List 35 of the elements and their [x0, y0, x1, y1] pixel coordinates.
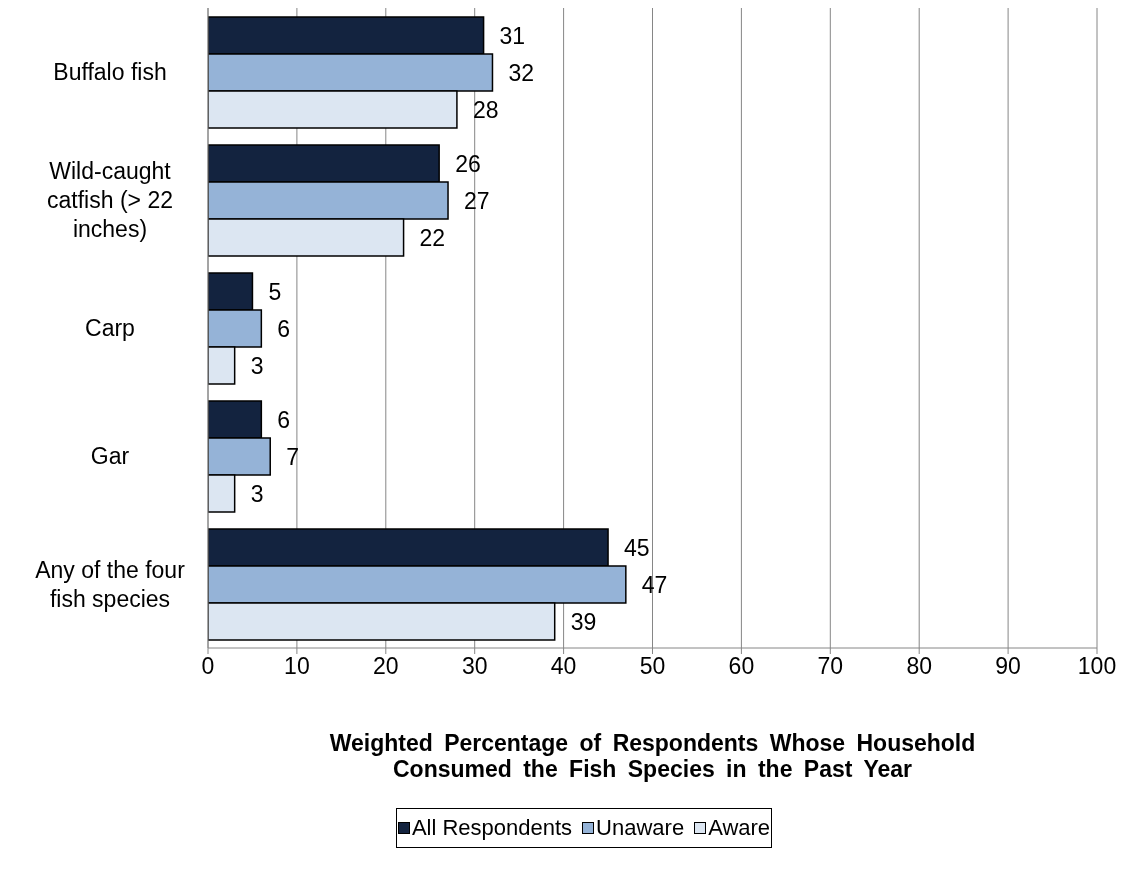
legend-label: All Respondents	[411, 815, 573, 841]
y-tick-label: Buffalo fish	[53, 59, 167, 85]
data-label: 22	[419, 224, 446, 251]
x-tick-label: 40	[550, 653, 577, 680]
y-tick-label: Wild-caught catfish (> 22 inches)	[47, 158, 173, 242]
data-label: 6	[277, 406, 291, 433]
data-label: 27	[464, 187, 490, 214]
x-axis-title: Weighted Percentage of Respondents Whose Household Consumed the Fish Species in the Past Year	[329, 730, 976, 782]
data-label: 7	[286, 443, 300, 470]
legend-label: Unaware	[596, 815, 685, 841]
legend-label: Aware	[708, 815, 771, 841]
x-tick-label: 60	[728, 653, 755, 680]
data-label: 45	[624, 534, 650, 561]
x-tick-label: 50	[639, 653, 666, 680]
x-tick-label: 100	[1077, 653, 1117, 680]
data-label: 47	[641, 571, 668, 598]
x-tick-label: 10	[284, 653, 310, 680]
y-tick-label: Gar	[90, 443, 130, 469]
data-label: 3	[250, 352, 264, 379]
data-label: 6	[277, 315, 291, 342]
x-tick-label: 20	[373, 653, 399, 680]
x-tick-label: 90	[995, 653, 1021, 680]
y-tick-label: Any of the four fish species	[35, 556, 186, 612]
x-tick-label: 30	[461, 653, 488, 680]
data-label: 5	[268, 278, 282, 305]
y-tick-label: Carp	[85, 315, 135, 341]
x-tick-label: 80	[906, 653, 932, 680]
data-label: 32	[508, 59, 535, 86]
data-label: 39	[570, 608, 597, 635]
data-label: 3	[250, 480, 264, 507]
data-label: 28	[472, 96, 499, 123]
x-tick-label: 70	[817, 653, 844, 680]
x-tick-label: 0	[201, 653, 215, 680]
data-label: 31	[499, 22, 526, 49]
data-label: 26	[455, 150, 481, 177]
